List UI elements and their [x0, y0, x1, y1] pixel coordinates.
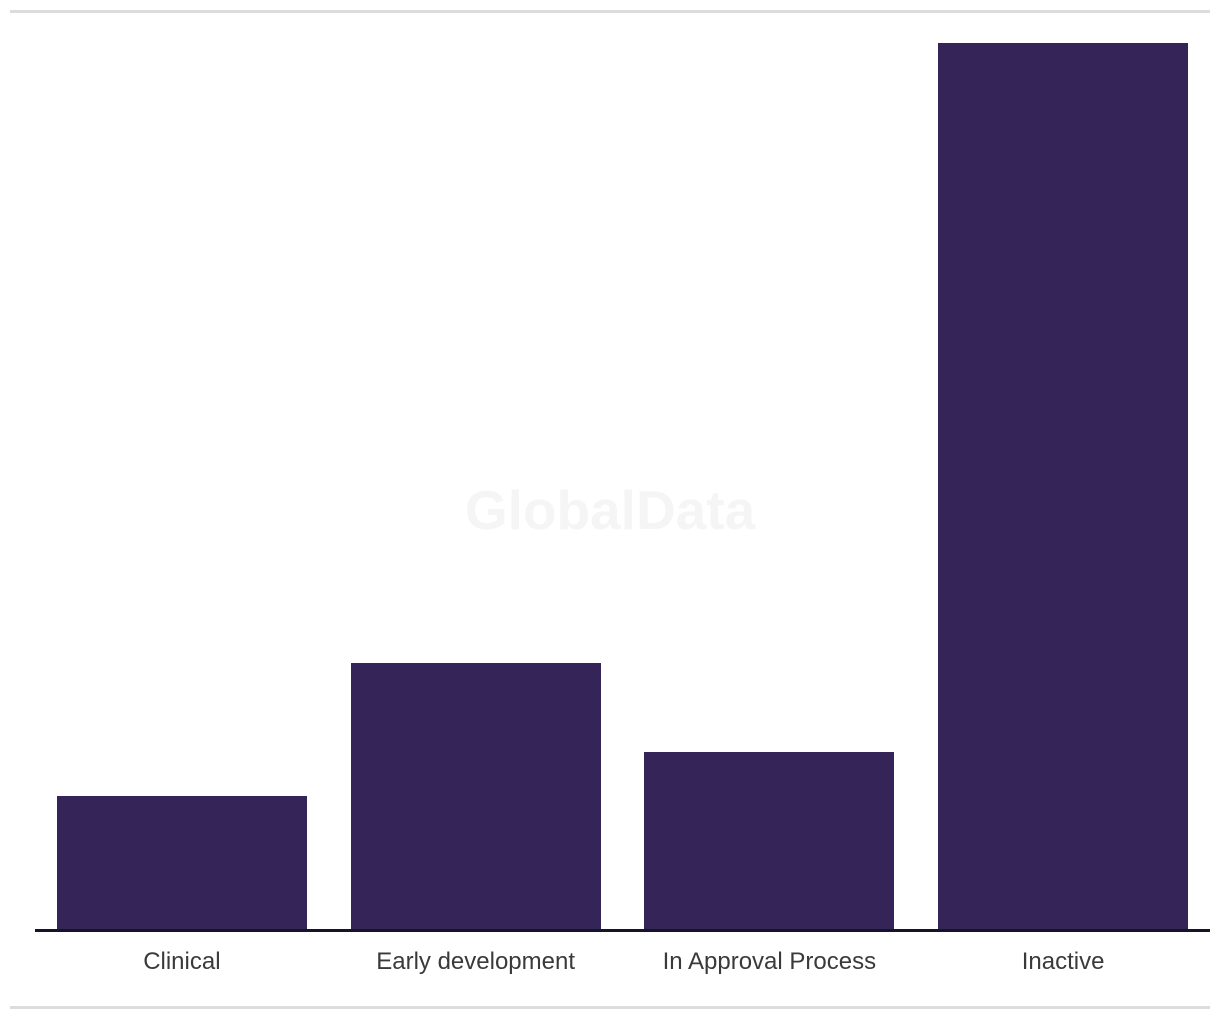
x-tick-label-early-development: Early development [376, 948, 576, 975]
x-tick-label-clinical: Clinical [143, 948, 221, 975]
bar-early-development[interactable] [350, 663, 601, 929]
x-tick-label-inactive: Inactive [1021, 948, 1105, 975]
x-tick-label-in-approval-process: In Approval Process [662, 948, 877, 975]
bar-in-approval-process[interactable] [644, 751, 895, 929]
bottom-divider [10, 1006, 1210, 1009]
plot-area [35, 0, 1210, 929]
top-divider [10, 10, 1210, 13]
bar-inactive[interactable] [938, 43, 1189, 929]
x-axis-line [35, 929, 1210, 932]
bar-clinical[interactable] [56, 796, 307, 929]
x-axis-labels: Clinical Early development In Approval Pro… [35, 946, 1210, 980]
